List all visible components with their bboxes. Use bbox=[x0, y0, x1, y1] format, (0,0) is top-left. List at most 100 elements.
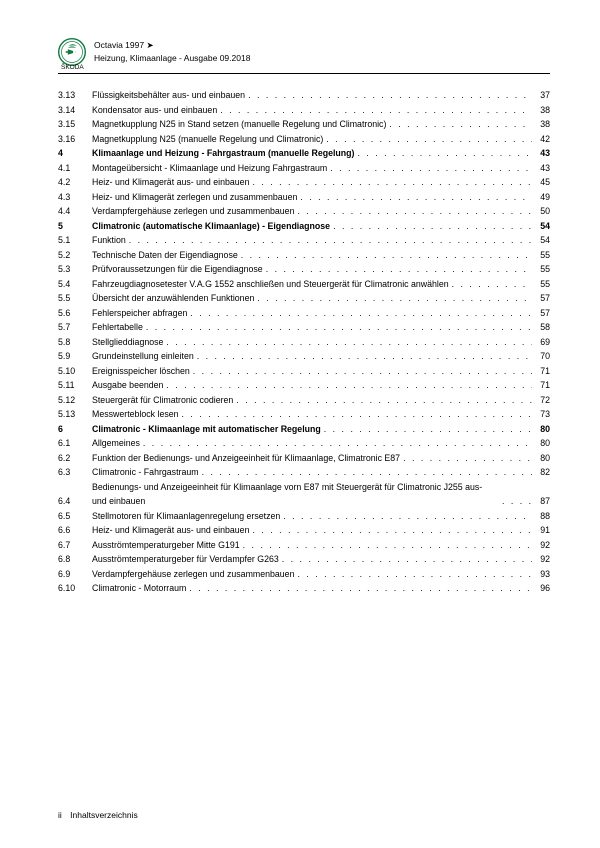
toc-entry-page: 43 bbox=[532, 161, 550, 176]
toc-entry-page: 92 bbox=[532, 538, 550, 553]
toc-entry-title: Fehlertabelle bbox=[92, 320, 146, 335]
toc-row: 6.8Ausströmtemperaturgeber für Verdampfe… bbox=[58, 552, 550, 567]
toc-row: 3.13Flüssigkeitsbehälter aus- und einbau… bbox=[58, 88, 550, 103]
toc-entry-page: 80 bbox=[532, 436, 550, 451]
toc-entry-title: Heiz- und Klimagerät zerlegen und zusamm… bbox=[92, 190, 300, 205]
toc-entry-title: Ausströmtemperaturgeber Mitte G191 bbox=[92, 538, 243, 553]
toc-leader-dots: . . . . . . . . . . . . . . . . . . . . … bbox=[282, 552, 532, 567]
toc-entry-page: 71 bbox=[532, 364, 550, 379]
toc-entry-page: 71 bbox=[532, 378, 550, 393]
toc-entry-title: Climatronic - Klimaanlage mit automatisc… bbox=[92, 422, 324, 437]
toc-leader-dots: . . . . . . . . . . . . . . . . . . . . … bbox=[236, 393, 532, 408]
toc-entry-number: 5.2 bbox=[58, 248, 92, 263]
toc-leader-dots: . . . . . . . . . . . . . . . . . . . . … bbox=[190, 306, 532, 321]
toc-leader-dots: . . . . . . . . . . . . . . . . . . . . … bbox=[357, 146, 532, 161]
toc-leader-dots: . . . . . . . . . . . . . . . . . . . . … bbox=[389, 117, 532, 132]
toc-leader-dots: . . . . . . . . . . . . . . . . . . . . … bbox=[248, 88, 532, 103]
toc-leader-dots: . . . . . . . . . . . . . . . . . . . . … bbox=[193, 364, 532, 379]
toc-entry-title: Übersicht der anzuwählenden Funktionen bbox=[92, 291, 257, 306]
toc-entry-number: 5.3 bbox=[58, 262, 92, 277]
toc-entry-title: Stellmotoren für Klimaanlagenregelung er… bbox=[92, 509, 283, 524]
header-rule bbox=[58, 73, 550, 74]
skoda-logo-icon bbox=[58, 38, 86, 66]
toc-entry-title: Funktion der Bedienungs- und Anzeigeeinh… bbox=[92, 451, 403, 466]
toc-entry-number: 6.5 bbox=[58, 509, 92, 524]
toc-entry-number: 6.8 bbox=[58, 552, 92, 567]
toc-entry-number: 6.7 bbox=[58, 538, 92, 553]
toc-leader-dots: . . . . . . . . . . . . . . . . . . . . … bbox=[502, 494, 532, 509]
toc-entry-title: Kondensator aus- und einbauen bbox=[92, 103, 220, 118]
toc-entry-page: 80 bbox=[532, 451, 550, 466]
toc-entry-title: Climatronic (automatische Klimaanlage) -… bbox=[92, 219, 333, 234]
toc-entry-page: 54 bbox=[532, 219, 550, 234]
toc-entry-number: 4.3 bbox=[58, 190, 92, 205]
toc-row: 6.2Funktion der Bedienungs- und Anzeigee… bbox=[58, 451, 550, 466]
toc-entry-page: 82 bbox=[532, 465, 550, 480]
toc-row: 5.5Übersicht der anzuwählenden Funktione… bbox=[58, 291, 550, 306]
toc-entry-number: 5.4 bbox=[58, 277, 92, 292]
toc-row: 5.9Grundeinstellung einleiten . . . . . … bbox=[58, 349, 550, 364]
toc-entry-title: Ereignisspeicher löschen bbox=[92, 364, 193, 379]
toc-leader-dots: . . . . . . . . . . . . . . . . . . . . … bbox=[297, 567, 532, 582]
toc-entry-number: 5.5 bbox=[58, 291, 92, 306]
toc-row: 3.14Kondensator aus- und einbauen . . . … bbox=[58, 103, 550, 118]
toc-entry-number: 5.13 bbox=[58, 407, 92, 422]
toc-row: 5Climatronic (automatische Klimaanlage) … bbox=[58, 219, 550, 234]
toc-entry-title: Prüfvoraussetzungen für die Eigendiagnos… bbox=[92, 262, 266, 277]
toc-row: 6.6Heiz- und Klimagerät aus- und einbaue… bbox=[58, 523, 550, 538]
toc-entry-page: 87 bbox=[532, 494, 550, 509]
toc-row: 4.1Montageübersicht - Klimaanlage und He… bbox=[58, 161, 550, 176]
header-model: Octavia 1997 ➤ bbox=[94, 38, 250, 51]
toc-row: 5.7Fehlertabelle . . . . . . . . . . . .… bbox=[58, 320, 550, 335]
toc-entry-title: Flüssigkeitsbehälter aus- und einbauen bbox=[92, 88, 248, 103]
brand-label: ŠKODA bbox=[61, 64, 550, 71]
toc-entry-number: 6 bbox=[58, 422, 92, 437]
toc-entry-title: Ausströmtemperaturgeber für Verdampfer G… bbox=[92, 552, 282, 567]
toc-leader-dots: . . . . . . . . . . . . . . . . . . . . … bbox=[266, 262, 532, 277]
toc-leader-dots: . . . . . . . . . . . . . . . . . . . . … bbox=[333, 219, 532, 234]
toc-entry-number: 5.8 bbox=[58, 335, 92, 350]
toc-entry-number: 3.16 bbox=[58, 132, 92, 147]
toc-entry-page: 42 bbox=[532, 132, 550, 147]
toc-entry-number: 5.1 bbox=[58, 233, 92, 248]
toc-entry-number: 6.2 bbox=[58, 451, 92, 466]
footer-label: Inhaltsverzeichnis bbox=[70, 810, 138, 820]
toc-entry-page: 70 bbox=[532, 349, 550, 364]
toc-entry-title: Fehlerspeicher abfragen bbox=[92, 306, 190, 321]
toc-leader-dots: . . . . . . . . . . . . . . . . . . . . … bbox=[241, 248, 532, 263]
toc-entry-page: 55 bbox=[532, 277, 550, 292]
toc-row: 5.11Ausgabe beenden . . . . . . . . . . … bbox=[58, 378, 550, 393]
toc-entry-page: 37 bbox=[532, 88, 550, 103]
toc-entry-page: 69 bbox=[532, 335, 550, 350]
toc-entry-title: Messwerteblock lesen bbox=[92, 407, 182, 422]
toc-entry-number: 5.10 bbox=[58, 364, 92, 379]
header-subtitle: Heizung, Klimaanlage - Ausgabe 09.2018 bbox=[94, 51, 250, 64]
footer-page-number: ii bbox=[58, 810, 62, 820]
toc-leader-dots: . . . . . . . . . . . . . . . . . . . . … bbox=[182, 407, 532, 422]
toc-leader-dots: . . . . . . . . . . . . . . . . . . . . … bbox=[129, 233, 532, 248]
toc-leader-dots: . . . . . . . . . . . . . . . . . . . . … bbox=[146, 320, 532, 335]
toc-leader-dots: . . . . . . . . . . . . . . . . . . . . … bbox=[252, 523, 532, 538]
toc-row: 4.4Verdampfergehäuse zerlegen und zusamm… bbox=[58, 204, 550, 219]
toc-entry-title: Klimaanlage und Heizung - Fahrgastraum (… bbox=[92, 146, 357, 161]
toc-entry-title: Verdampfergehäuse zerlegen und zusammenb… bbox=[92, 204, 297, 219]
toc-entry-page: 45 bbox=[532, 175, 550, 190]
toc-entry-number: 4 bbox=[58, 146, 92, 161]
toc-entry-number: 3.15 bbox=[58, 117, 92, 132]
toc-entry-page: 49 bbox=[532, 190, 550, 205]
toc-entry-title: Magnetkupplung N25 in Stand setzen (manu… bbox=[92, 117, 389, 132]
toc-entry-title: Climatronic - Motorraum bbox=[92, 581, 189, 596]
toc-entry-number: 5.12 bbox=[58, 393, 92, 408]
toc-row: 5.2Technische Daten der Eigendiagnose . … bbox=[58, 248, 550, 263]
toc-row: 6.5Stellmotoren für Klimaanlagenregelung… bbox=[58, 509, 550, 524]
toc-leader-dots: . . . . . . . . . . . . . . . . . . . . … bbox=[166, 335, 532, 350]
toc-entry-page: 43 bbox=[532, 146, 550, 161]
toc-entry-page: 72 bbox=[532, 393, 550, 408]
toc-row: 5.4Fahrzeugdiagnosetester V.A.G 1552 ans… bbox=[58, 277, 550, 292]
toc-entry-number: 5.7 bbox=[58, 320, 92, 335]
toc-entry-page: 93 bbox=[532, 567, 550, 582]
page-header: Octavia 1997 ➤ Heizung, Klimaanlage - Au… bbox=[58, 38, 550, 66]
toc-entry-page: 91 bbox=[532, 523, 550, 538]
toc-leader-dots: . . . . . . . . . . . . . . . . . . . . … bbox=[189, 581, 532, 596]
toc-row: 6.7Ausströmtemperaturgeber Mitte G191 . … bbox=[58, 538, 550, 553]
